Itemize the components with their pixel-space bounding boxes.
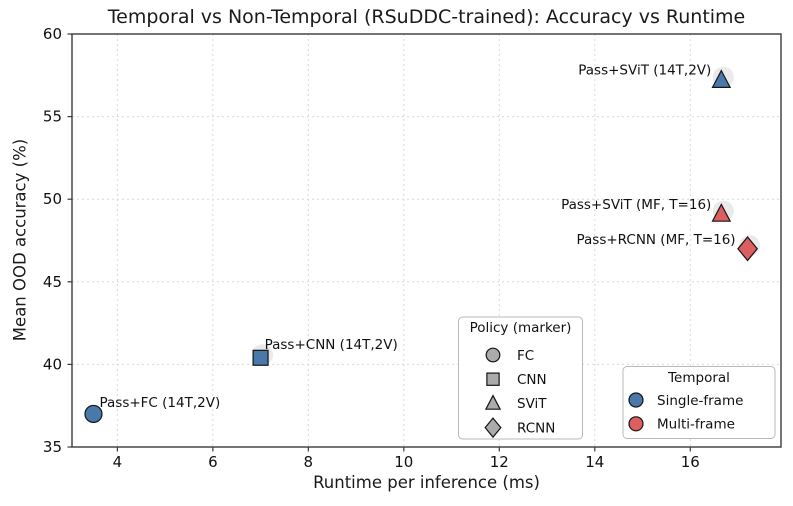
data-point-pass-svit-14t-2v (711, 69, 732, 88)
x-tick-label: 6 (208, 453, 218, 471)
y-tick-label: 40 (43, 355, 62, 373)
legend-temporal-box (622, 366, 776, 439)
data-point-pass-fc-14t-2v (84, 404, 103, 424)
x-tick-label: 4 (113, 453, 123, 471)
legend-marker-circle-icon (628, 416, 644, 432)
plot-border (71, 33, 782, 448)
legend-marker-triangle-icon (484, 394, 502, 410)
y-tick-label: 55 (43, 108, 62, 126)
legend-temporal-item-label: Single-frame (657, 393, 743, 409)
point-label: Pass+SViT (14T,2V) (578, 62, 711, 78)
legend-marker-circle-icon (485, 347, 501, 363)
chart-title: Temporal vs Non-Temporal (RSuDDC-trained… (107, 6, 746, 28)
legend-marker-square-icon (486, 372, 500, 386)
x-tick-label: 12 (490, 453, 509, 471)
legend-marker-diamond-icon (484, 417, 502, 439)
data-point-pass-cnn-14t-2v (252, 349, 269, 366)
data-point-pass-svit-mf-t-16 (711, 203, 732, 222)
legend-policy-item-label: CNN (517, 372, 547, 388)
x-tick-label: 16 (681, 453, 700, 471)
legend-temporal-title: Temporal (667, 370, 730, 386)
point-label: Pass+SViT (MF, T=16) (561, 197, 711, 213)
legend-marker-circle-icon (628, 392, 644, 408)
y-tick-label: 50 (43, 190, 62, 208)
y-tick-label: 45 (43, 273, 62, 291)
point-label: Pass+CNN (14T,2V) (265, 337, 398, 353)
x-tick-label: 14 (585, 453, 604, 471)
y-axis-label: Mean OOD accuracy (%) (10, 138, 30, 342)
data-point-pass-rcnn-mf-t-16 (737, 236, 759, 262)
legend-temporal: Temporal Single-frame Multi-frame (622, 366, 776, 439)
legend-policy-title: Policy (marker) (470, 320, 572, 336)
y-tick-label: 60 (43, 25, 62, 43)
legend-policy-item-label: RCNN (517, 420, 555, 436)
x-axis-label: Runtime per inference (ms) (313, 473, 540, 492)
x-tick-label: 8 (304, 453, 314, 471)
legend-temporal-item-label: Multi-frame (657, 417, 735, 433)
legend-policy-item-label: SViT (517, 396, 547, 412)
x-tick-label: 10 (394, 453, 413, 471)
y-tick-label: 35 (43, 438, 62, 456)
point-label: Pass+RCNN (MF, T=16) (577, 232, 736, 248)
point-label: Pass+FC (14T,2V) (99, 395, 220, 411)
legend-policy-item-label: FC (517, 348, 534, 364)
legend-policy: Policy (marker) FC CNN SViT RCNN (458, 316, 583, 440)
